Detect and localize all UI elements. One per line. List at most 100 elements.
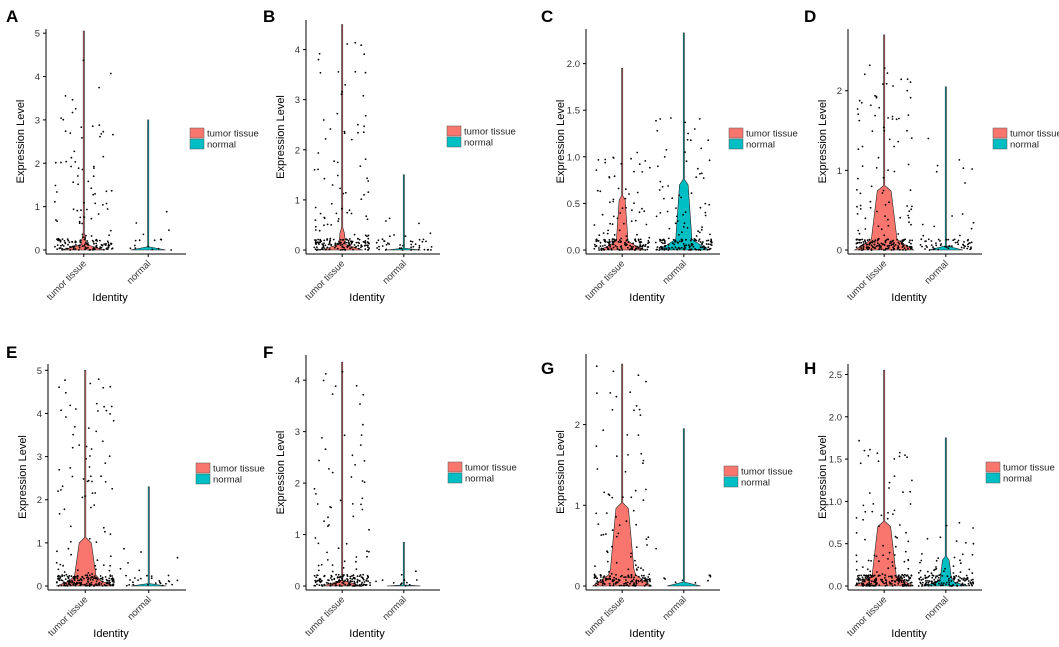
data-point <box>354 584 357 586</box>
data-point <box>907 540 910 543</box>
legend-label: normal <box>465 474 494 485</box>
data-point <box>401 249 404 251</box>
data-point <box>611 545 613 548</box>
data-point <box>894 567 897 570</box>
data-point <box>893 458 896 460</box>
data-point <box>63 583 66 585</box>
data-point <box>706 239 708 242</box>
data-point <box>602 232 605 235</box>
data-point <box>98 584 101 586</box>
data-point <box>56 220 58 223</box>
data-point <box>891 585 894 587</box>
data-point <box>104 244 107 247</box>
data-point <box>613 175 616 178</box>
data-point <box>607 229 609 232</box>
data-point <box>98 247 101 250</box>
data-point <box>377 239 380 242</box>
data-point <box>602 533 605 536</box>
data-point <box>105 409 108 412</box>
data-point <box>599 579 602 582</box>
data-point <box>78 222 81 225</box>
data-point <box>624 188 627 191</box>
data-point <box>700 147 703 150</box>
data-point <box>360 198 363 201</box>
data-point <box>71 580 73 582</box>
data-point <box>80 209 82 212</box>
data-point <box>600 574 602 577</box>
legend-swatch <box>728 127 744 139</box>
data-point <box>610 572 613 575</box>
data-point <box>78 579 81 582</box>
data-point <box>877 460 880 463</box>
data-point <box>855 554 858 557</box>
data-point <box>911 584 913 587</box>
data-point <box>67 243 69 246</box>
data-point <box>957 575 960 578</box>
data-point <box>866 576 869 579</box>
data-point <box>93 242 95 245</box>
data-point <box>664 245 666 248</box>
y-tick-label: 2.0 <box>567 59 580 70</box>
data-point <box>341 90 343 93</box>
data-point <box>65 247 68 250</box>
data-point <box>899 216 902 219</box>
data-point <box>603 249 605 251</box>
data-point <box>317 168 319 171</box>
data-point <box>400 573 403 576</box>
data-point <box>87 581 90 583</box>
data-point <box>884 215 886 218</box>
data-point <box>93 585 95 587</box>
data-point <box>595 240 598 243</box>
data-point <box>388 217 391 220</box>
data-point <box>931 576 934 579</box>
data-point <box>919 561 921 564</box>
y-tick-label: 4 <box>295 45 300 56</box>
data-point <box>357 131 359 134</box>
data-point <box>593 576 596 579</box>
data-point <box>855 569 858 571</box>
data-point <box>69 132 72 135</box>
y-tick-label: 1 <box>35 202 40 213</box>
data-point <box>896 536 898 539</box>
data-point <box>634 574 637 577</box>
data-point <box>889 242 891 245</box>
data-point <box>892 243 895 246</box>
data-point <box>697 248 700 251</box>
data-point <box>87 180 90 183</box>
data-point <box>333 582 335 585</box>
data-point <box>596 189 599 192</box>
data-point <box>60 117 62 119</box>
data-point <box>359 580 361 582</box>
data-point <box>334 243 337 246</box>
data-point <box>77 183 79 186</box>
data-point <box>55 561 58 564</box>
data-point <box>919 244 922 246</box>
data-point <box>972 542 975 545</box>
data-point <box>61 579 64 582</box>
data-point <box>97 410 99 412</box>
data-point <box>112 583 115 585</box>
data-point <box>902 249 904 251</box>
data-point <box>918 578 921 581</box>
data-point <box>871 130 874 133</box>
data-point <box>612 198 615 201</box>
data-point <box>945 581 948 584</box>
data-point <box>79 239 82 242</box>
data-point <box>889 582 892 585</box>
data-point <box>862 504 865 507</box>
data-point <box>74 240 77 243</box>
data-point <box>694 238 697 241</box>
data-point <box>366 218 369 221</box>
data-point <box>911 239 914 242</box>
data-point <box>860 582 863 585</box>
data-point <box>77 175 79 177</box>
data-point <box>882 176 885 179</box>
data-point <box>343 248 346 251</box>
legend-swatch <box>189 138 205 150</box>
data-point <box>644 160 647 162</box>
data-point <box>107 246 110 249</box>
data-point <box>320 563 323 566</box>
